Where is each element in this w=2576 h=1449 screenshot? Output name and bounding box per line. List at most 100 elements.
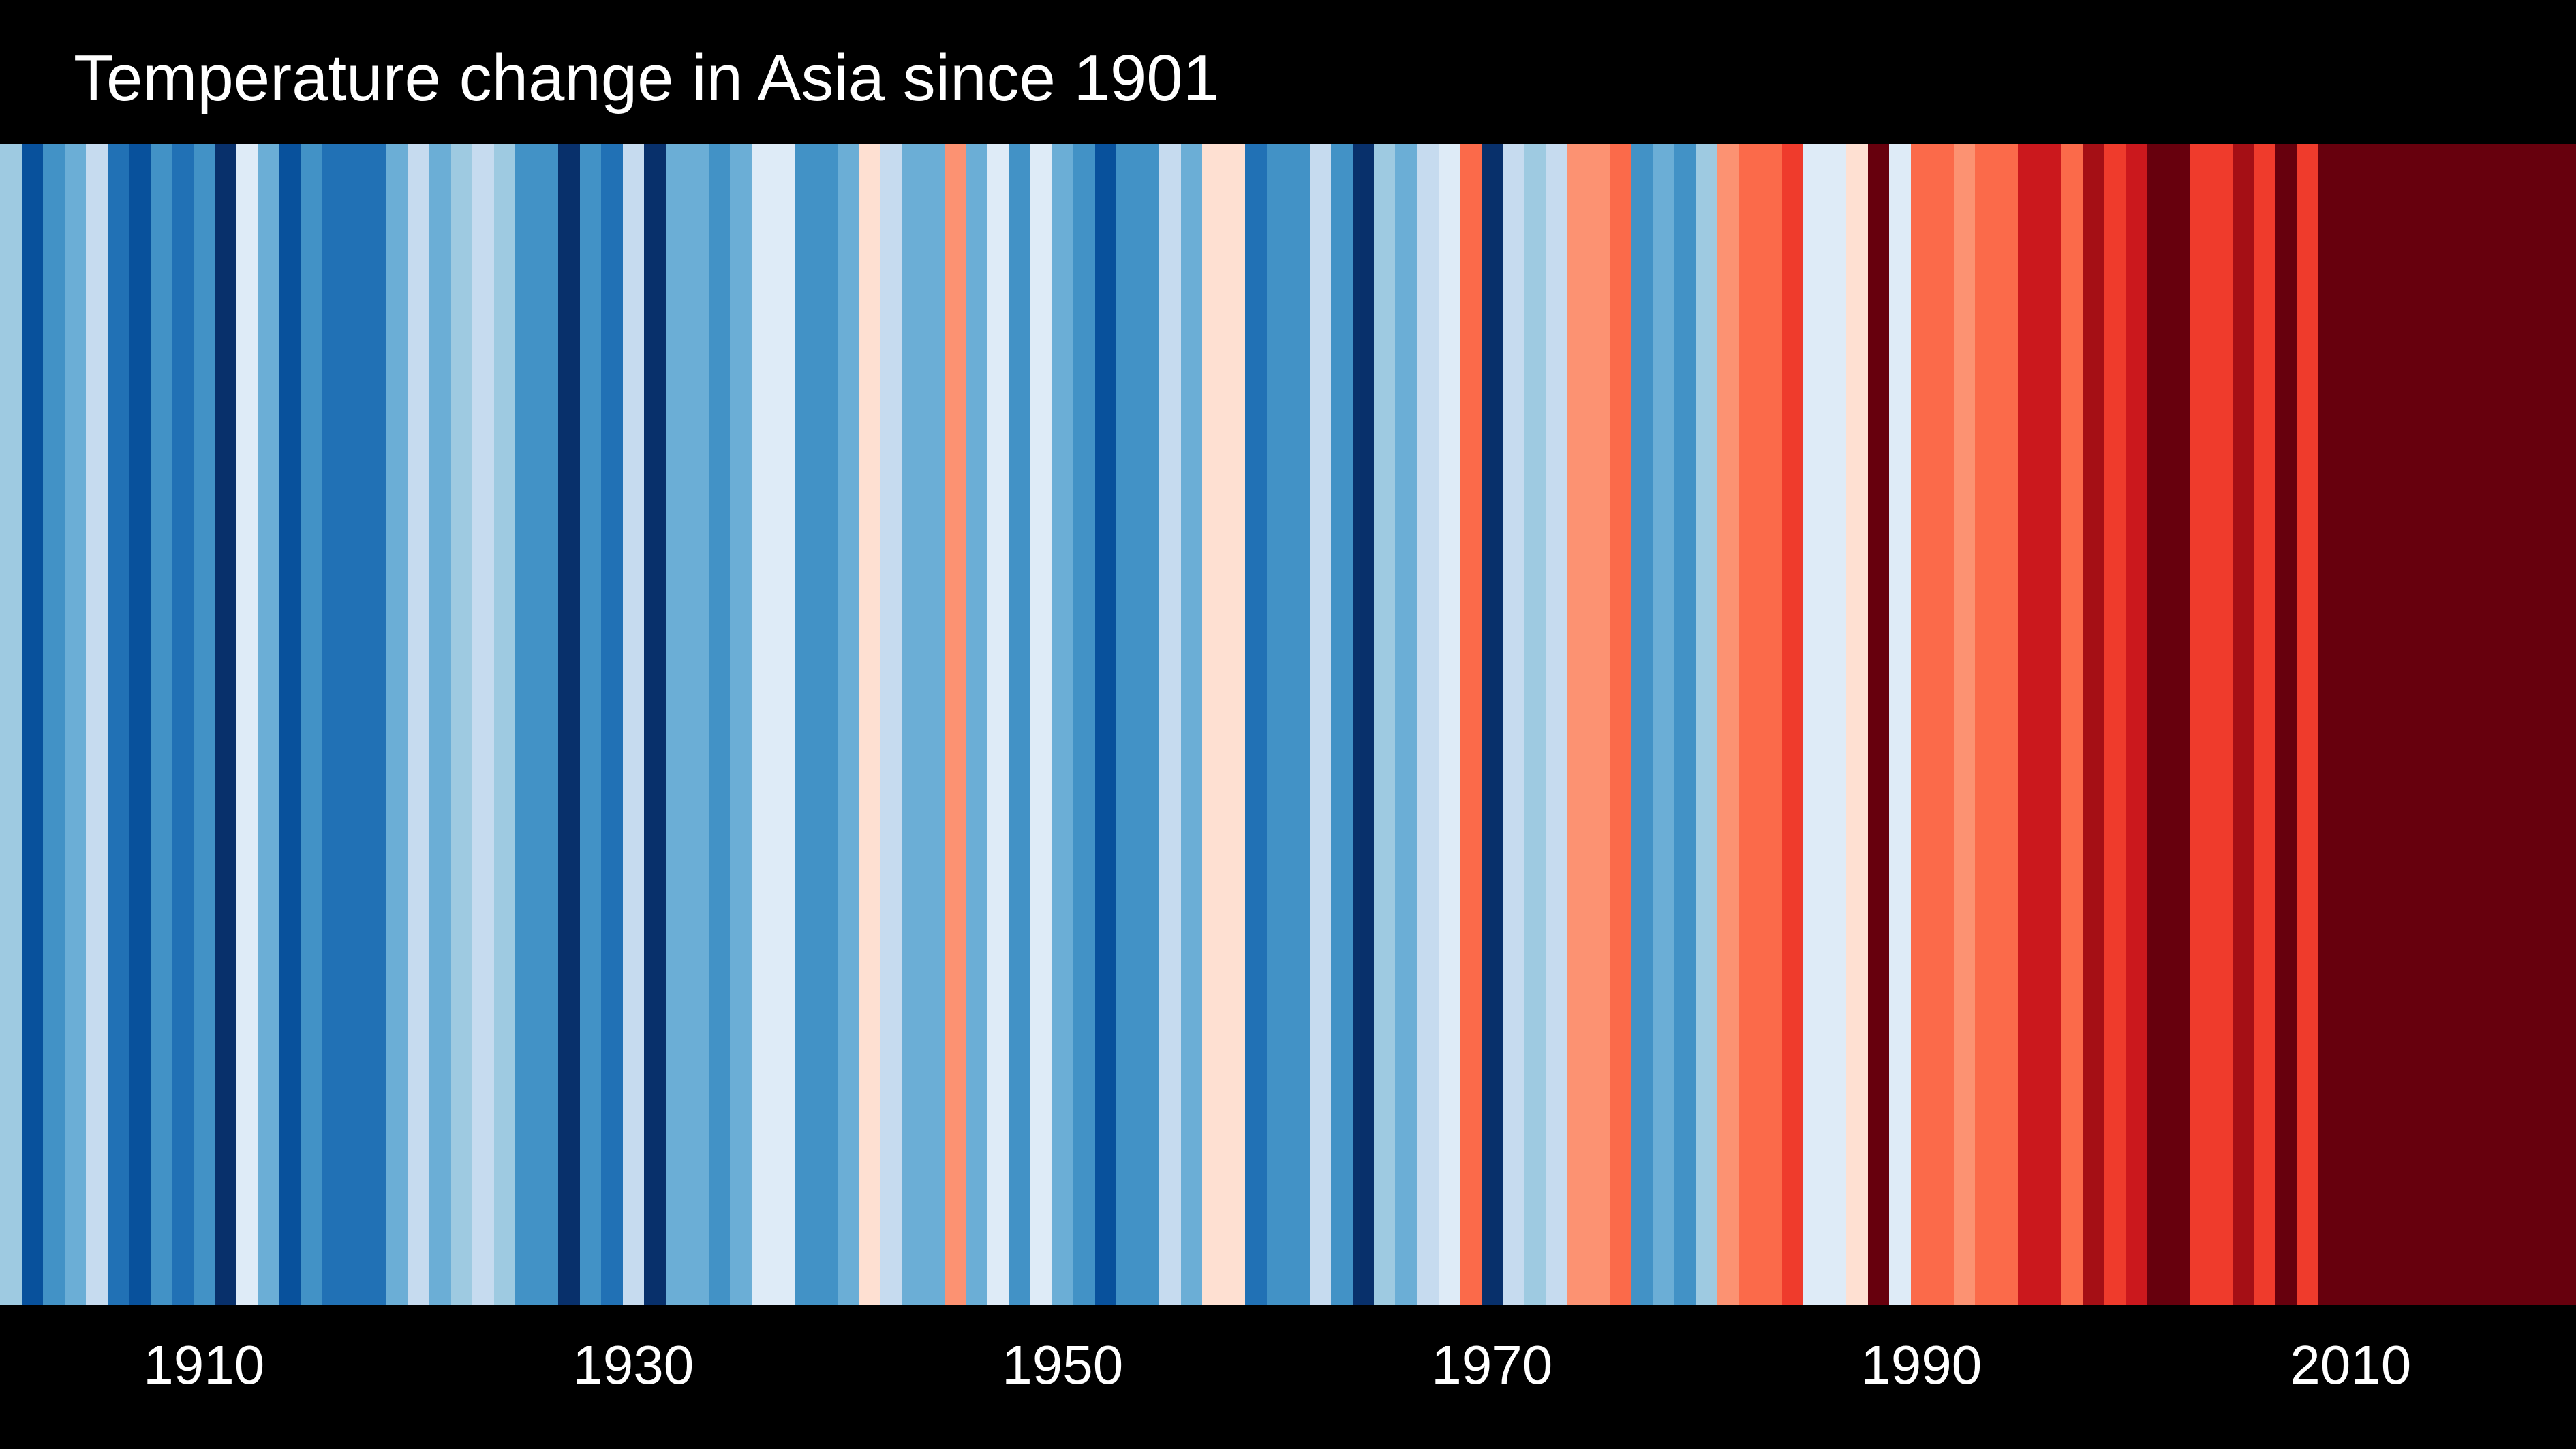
stripe-2020: [2555, 144, 2576, 1305]
stripe-1995: [2018, 144, 2040, 1305]
stripe-1944: [923, 144, 945, 1305]
stripe-1982: [1739, 144, 1761, 1305]
stripe-1969: [1460, 144, 1482, 1305]
stripe-1931: [644, 144, 666, 1305]
stripe-1902: [22, 144, 44, 1305]
stripe-1924: [494, 144, 516, 1305]
stripe-2006: [2254, 144, 2276, 1305]
stripe-2019: [2533, 144, 2556, 1305]
stripe-1949: [1030, 144, 1053, 1305]
stripe-1978: [1653, 144, 1675, 1305]
stripe-1961: [1288, 144, 1310, 1305]
stripe-1930: [623, 144, 645, 1305]
stripe-1926: [537, 144, 559, 1305]
stripe-2012: [2383, 144, 2405, 1305]
chart-title: Temperature change in Asia since 1901: [74, 42, 1220, 115]
stripe-1979: [1674, 144, 1697, 1305]
stripe-1962: [1310, 144, 1332, 1305]
x-tick-label: 1970: [1431, 1334, 1552, 1395]
stripe-1977: [1631, 144, 1654, 1305]
stripe-1992: [1954, 144, 1976, 1305]
stripe-1971: [1503, 144, 1525, 1305]
stripe-1956: [1181, 144, 1203, 1305]
stripe-1935: [730, 144, 752, 1305]
stripe-1929: [601, 144, 624, 1305]
stripe-1998: [2083, 144, 2104, 1305]
stripe-2015: [2447, 144, 2470, 1305]
stripe-1914: [279, 144, 301, 1305]
stripe-1993: [1975, 144, 1997, 1305]
stripe-1952: [1095, 144, 1117, 1305]
stripe-1967: [1417, 144, 1439, 1305]
stripe-2007: [2275, 144, 2298, 1305]
stripe-1963: [1331, 144, 1353, 1305]
stripe-1925: [515, 144, 538, 1305]
stripe-2000: [2126, 144, 2147, 1305]
stripe-1991: [1932, 144, 1954, 1305]
stripe-1958: [1224, 144, 1246, 1305]
stripe-1922: [451, 144, 473, 1305]
stripe-1966: [1395, 144, 1417, 1305]
stripe-1928: [580, 144, 602, 1305]
stripe-1923: [472, 144, 495, 1305]
stripe-1941: [859, 144, 881, 1305]
stripe-1996: [2040, 144, 2061, 1305]
stripe-2003: [2190, 144, 2212, 1305]
stripe-1984: [1782, 144, 1804, 1305]
stripe-2011: [2361, 144, 2384, 1305]
x-tick-label: 2010: [2290, 1334, 2411, 1395]
stripe-1955: [1159, 144, 1182, 1305]
stripe-1906: [108, 144, 129, 1305]
stripe-1946: [966, 144, 988, 1305]
stripe-1994: [1997, 144, 2019, 1305]
stripe-1970: [1482, 144, 1503, 1305]
stripe-1943: [902, 144, 924, 1305]
stripe-1976: [1610, 144, 1632, 1305]
stripe-1981: [1717, 144, 1740, 1305]
stripe-1908: [151, 144, 172, 1305]
stripe-1915: [301, 144, 323, 1305]
stripe-1980: [1696, 144, 1718, 1305]
stripe-1917: [343, 144, 366, 1305]
stripe-2005: [2233, 144, 2255, 1305]
stripe-1968: [1439, 144, 1460, 1305]
x-tick-label: 1930: [572, 1334, 694, 1395]
stripe-1916: [322, 144, 344, 1305]
stripe-1948: [1009, 144, 1031, 1305]
stripe-1918: [365, 144, 387, 1305]
stripe-1972: [1524, 144, 1546, 1305]
stripe-1945: [945, 144, 967, 1305]
stripe-1939: [816, 144, 838, 1305]
stripe-1934: [709, 144, 731, 1305]
stripe-1988: [1868, 144, 1890, 1305]
x-tick-label: 1950: [1002, 1334, 1123, 1395]
stripe-1905: [86, 144, 108, 1305]
stripe-2004: [2211, 144, 2233, 1305]
stripe-1985: [1803, 144, 1826, 1305]
stripe-1974: [1567, 144, 1589, 1305]
stripe-1983: [1760, 144, 1783, 1305]
stripe-1936: [752, 144, 773, 1305]
stripe-1997: [2061, 144, 2083, 1305]
stripe-1938: [795, 144, 816, 1305]
stripe-1990: [1911, 144, 1933, 1305]
stripe-1901: [0, 144, 22, 1305]
stripe-1911: [215, 144, 237, 1305]
stripe-1947: [987, 144, 1010, 1305]
stripe-1989: [1889, 144, 1912, 1305]
stripe-1986: [1825, 144, 1847, 1305]
stripe-1950: [1052, 144, 1074, 1305]
stripe-2001: [2147, 144, 2169, 1305]
stripe-1912: [236, 144, 258, 1305]
stripe-1933: [687, 144, 709, 1305]
stripe-1975: [1589, 144, 1611, 1305]
stripe-1942: [880, 144, 902, 1305]
stripe-2009: [2318, 144, 2341, 1305]
stripe-2018: [2512, 144, 2534, 1305]
stripe-1921: [429, 144, 452, 1305]
stripes-group: [0, 144, 2576, 1305]
stripe-1964: [1353, 144, 1375, 1305]
stripe-1907: [129, 144, 151, 1305]
stripe-1960: [1267, 144, 1289, 1305]
stripe-2016: [2469, 144, 2491, 1305]
